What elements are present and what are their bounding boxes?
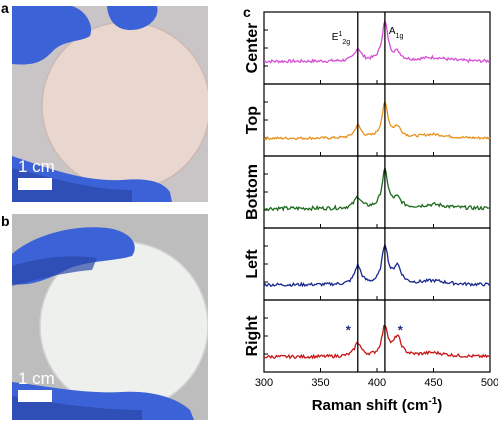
- spectrum-line-right: [263, 324, 491, 360]
- panel-letter-a: a: [1, 0, 9, 16]
- panel-frame-left: [263, 227, 491, 301]
- peak-label-e2g: E12g: [332, 31, 350, 46]
- spectrum-line-bottom: [263, 165, 491, 212]
- series-label-bottom: Bottom: [244, 164, 261, 220]
- spectrum-line-center: [263, 18, 491, 64]
- glove-shadow: [12, 256, 97, 286]
- photo-panel-b: 1 cm: [12, 214, 208, 420]
- glove-finger-top: [12, 6, 92, 65]
- glove-shadow: [12, 168, 132, 202]
- scale-label: 1 cm: [18, 157, 55, 176]
- x-tick-label: 350: [311, 377, 329, 389]
- x-tick-label: 500: [481, 377, 498, 389]
- series-label-left: Left: [244, 249, 261, 279]
- panel-frame-top: [263, 83, 491, 157]
- peak-label-a1g: A1g: [389, 26, 404, 40]
- wafer-disc: [41, 21, 208, 191]
- spectrum-line-top: [263, 99, 491, 141]
- x-tick-label: 400: [368, 377, 386, 389]
- photo-panel-a: 1 cm: [12, 6, 208, 202]
- series-label-center: Center: [244, 23, 261, 74]
- panel-frame-center: [263, 11, 491, 85]
- raman-chart: Center Top Bottom Left Right * * E12g A1g 300 350 4…: [244, 11, 498, 414]
- x-tick-label: 300: [255, 377, 273, 389]
- wafer-photo-a: 1 cm: [12, 6, 208, 202]
- peak-marker-star: *: [398, 323, 404, 338]
- series-label-right: Right: [244, 315, 261, 357]
- x-axis-label: Raman shift (cm-1): [312, 396, 443, 414]
- scale-bar: [18, 390, 52, 402]
- glove-fingertip: [107, 6, 158, 30]
- x-tick-label: 450: [424, 377, 442, 389]
- wafer-photo-b: 1 cm: [12, 214, 208, 420]
- series-label-top: Top: [244, 106, 261, 134]
- panel-letter-c: c: [243, 4, 251, 20]
- peak-marker-star: *: [346, 323, 352, 338]
- panel-frame-bottom: [263, 155, 491, 229]
- scale-label: 1 cm: [18, 369, 55, 388]
- scale-bar: [18, 178, 52, 190]
- panel-frame-right: [263, 299, 491, 373]
- panel-letter-b: b: [1, 213, 10, 229]
- spectrum-line-left: [263, 242, 491, 288]
